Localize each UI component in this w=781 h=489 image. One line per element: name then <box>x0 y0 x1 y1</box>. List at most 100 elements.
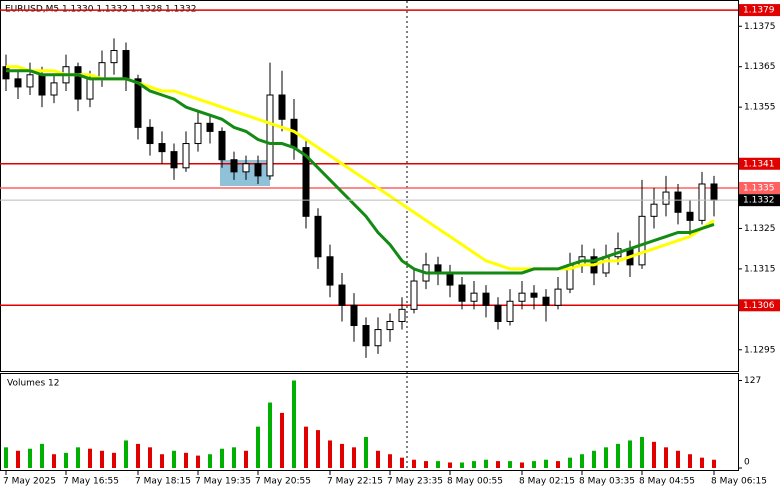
candle-body <box>494 304 502 322</box>
candle-body <box>602 256 610 274</box>
candle-body <box>470 292 478 302</box>
y-tick-label: 127 <box>744 376 761 386</box>
volume-bar <box>124 440 128 468</box>
candle-body <box>698 183 706 221</box>
y-tick-label: 1.1295 <box>744 345 776 355</box>
level-label: 1.1341 <box>743 159 775 169</box>
moving-average <box>6 65 715 271</box>
volume-bar <box>220 448 224 468</box>
volume-bar <box>592 450 596 468</box>
last-price-label: 1.1332 <box>743 196 775 206</box>
x-tick-label: 8 May 02:15 <box>519 477 575 487</box>
volume-bar <box>64 452 68 468</box>
volume-bar <box>148 447 152 468</box>
volume-bar <box>328 440 332 468</box>
volume-bar <box>388 454 392 468</box>
y-tick-label: 1.1355 <box>744 103 776 113</box>
candle-body <box>350 304 358 327</box>
candle-body <box>206 122 214 132</box>
x-tick-label: 7 May 16:55 <box>63 477 119 487</box>
candle-body <box>2 66 10 80</box>
volume-bar <box>4 447 8 468</box>
candle-body <box>314 215 322 258</box>
last-price-box <box>739 194 780 207</box>
candle-body <box>446 272 454 286</box>
candle-body <box>410 280 418 310</box>
x-tick-label: 7 May 23:35 <box>387 477 443 487</box>
volume-bar <box>616 443 620 468</box>
x-tick-label: 8 May 06:15 <box>711 477 767 487</box>
level-label: 1.1379 <box>743 6 775 16</box>
candle-body <box>398 308 406 322</box>
candle-body <box>638 215 646 266</box>
candle-body <box>146 126 154 145</box>
volume-bar <box>436 461 440 468</box>
volume-bar <box>292 380 296 468</box>
volume-bar <box>352 447 356 468</box>
volume-bar <box>532 461 536 468</box>
candle-body <box>266 94 274 177</box>
candle-body <box>362 325 370 347</box>
candle-body <box>158 143 166 153</box>
level-label-box <box>739 299 780 312</box>
volume-title: Volumes 12 <box>7 379 59 389</box>
volume-bar <box>712 459 716 468</box>
volume-bar <box>160 454 164 468</box>
candle-body <box>458 284 466 302</box>
candle-body <box>374 329 382 347</box>
volume-bar <box>256 426 260 468</box>
candle-body <box>686 211 694 221</box>
volume-bar <box>472 461 476 468</box>
candle-body <box>182 143 190 169</box>
x-tick-label: 8 May 00:55 <box>447 477 503 487</box>
candle-body <box>710 183 718 201</box>
volume-bar <box>316 430 320 468</box>
volume-bar <box>484 459 488 468</box>
volume-bar <box>16 450 20 468</box>
volume-bar <box>208 454 212 468</box>
x-tick-label: 8 May 04:55 <box>639 477 695 487</box>
volume-bar <box>568 457 572 468</box>
volume-bar <box>244 450 248 468</box>
x-tick-label: 7 May 2025 <box>3 477 56 487</box>
volume-bar <box>232 447 236 468</box>
price-frame <box>0 0 739 372</box>
volume-bar <box>412 459 416 468</box>
candle-body <box>338 284 346 306</box>
volume-frame <box>0 373 739 471</box>
volume-bar <box>520 462 524 468</box>
y-tick-label: 1.1325 <box>744 224 776 234</box>
volume-bar <box>52 454 56 468</box>
candle-body <box>254 163 262 177</box>
volume-bar <box>340 443 344 468</box>
candle-body <box>242 163 250 173</box>
volume-bar <box>196 455 200 468</box>
candle-body <box>194 122 202 145</box>
volume-bar <box>172 450 176 468</box>
candle-body <box>662 191 670 205</box>
volume-bar <box>88 448 92 468</box>
y-tick-label: 1.1315 <box>744 264 776 274</box>
volume-bar <box>76 447 80 468</box>
x-tick-label: 7 May 20:55 <box>255 477 311 487</box>
candle-body <box>218 130 226 161</box>
level-label: 1.1335 <box>743 184 775 194</box>
candle-body <box>74 66 82 100</box>
volume-bar <box>100 450 104 468</box>
x-tick-label: 7 May 18:15 <box>135 477 191 487</box>
candle-body <box>650 203 658 217</box>
candle-body <box>86 78 94 100</box>
x-tick-label: 7 May 19:35 <box>195 477 251 487</box>
volume-bar <box>676 450 680 468</box>
level-label: 1.1306 <box>743 301 775 311</box>
moving-average <box>6 69 715 275</box>
volume-bar <box>652 441 656 468</box>
level-label-box <box>739 4 780 17</box>
candle-body <box>554 288 562 306</box>
candle-body <box>386 320 394 331</box>
volume-bar <box>112 452 116 468</box>
candle-body <box>326 256 334 286</box>
candle-body <box>278 94 286 120</box>
candle-body <box>38 74 46 96</box>
volume-bar <box>556 461 560 468</box>
